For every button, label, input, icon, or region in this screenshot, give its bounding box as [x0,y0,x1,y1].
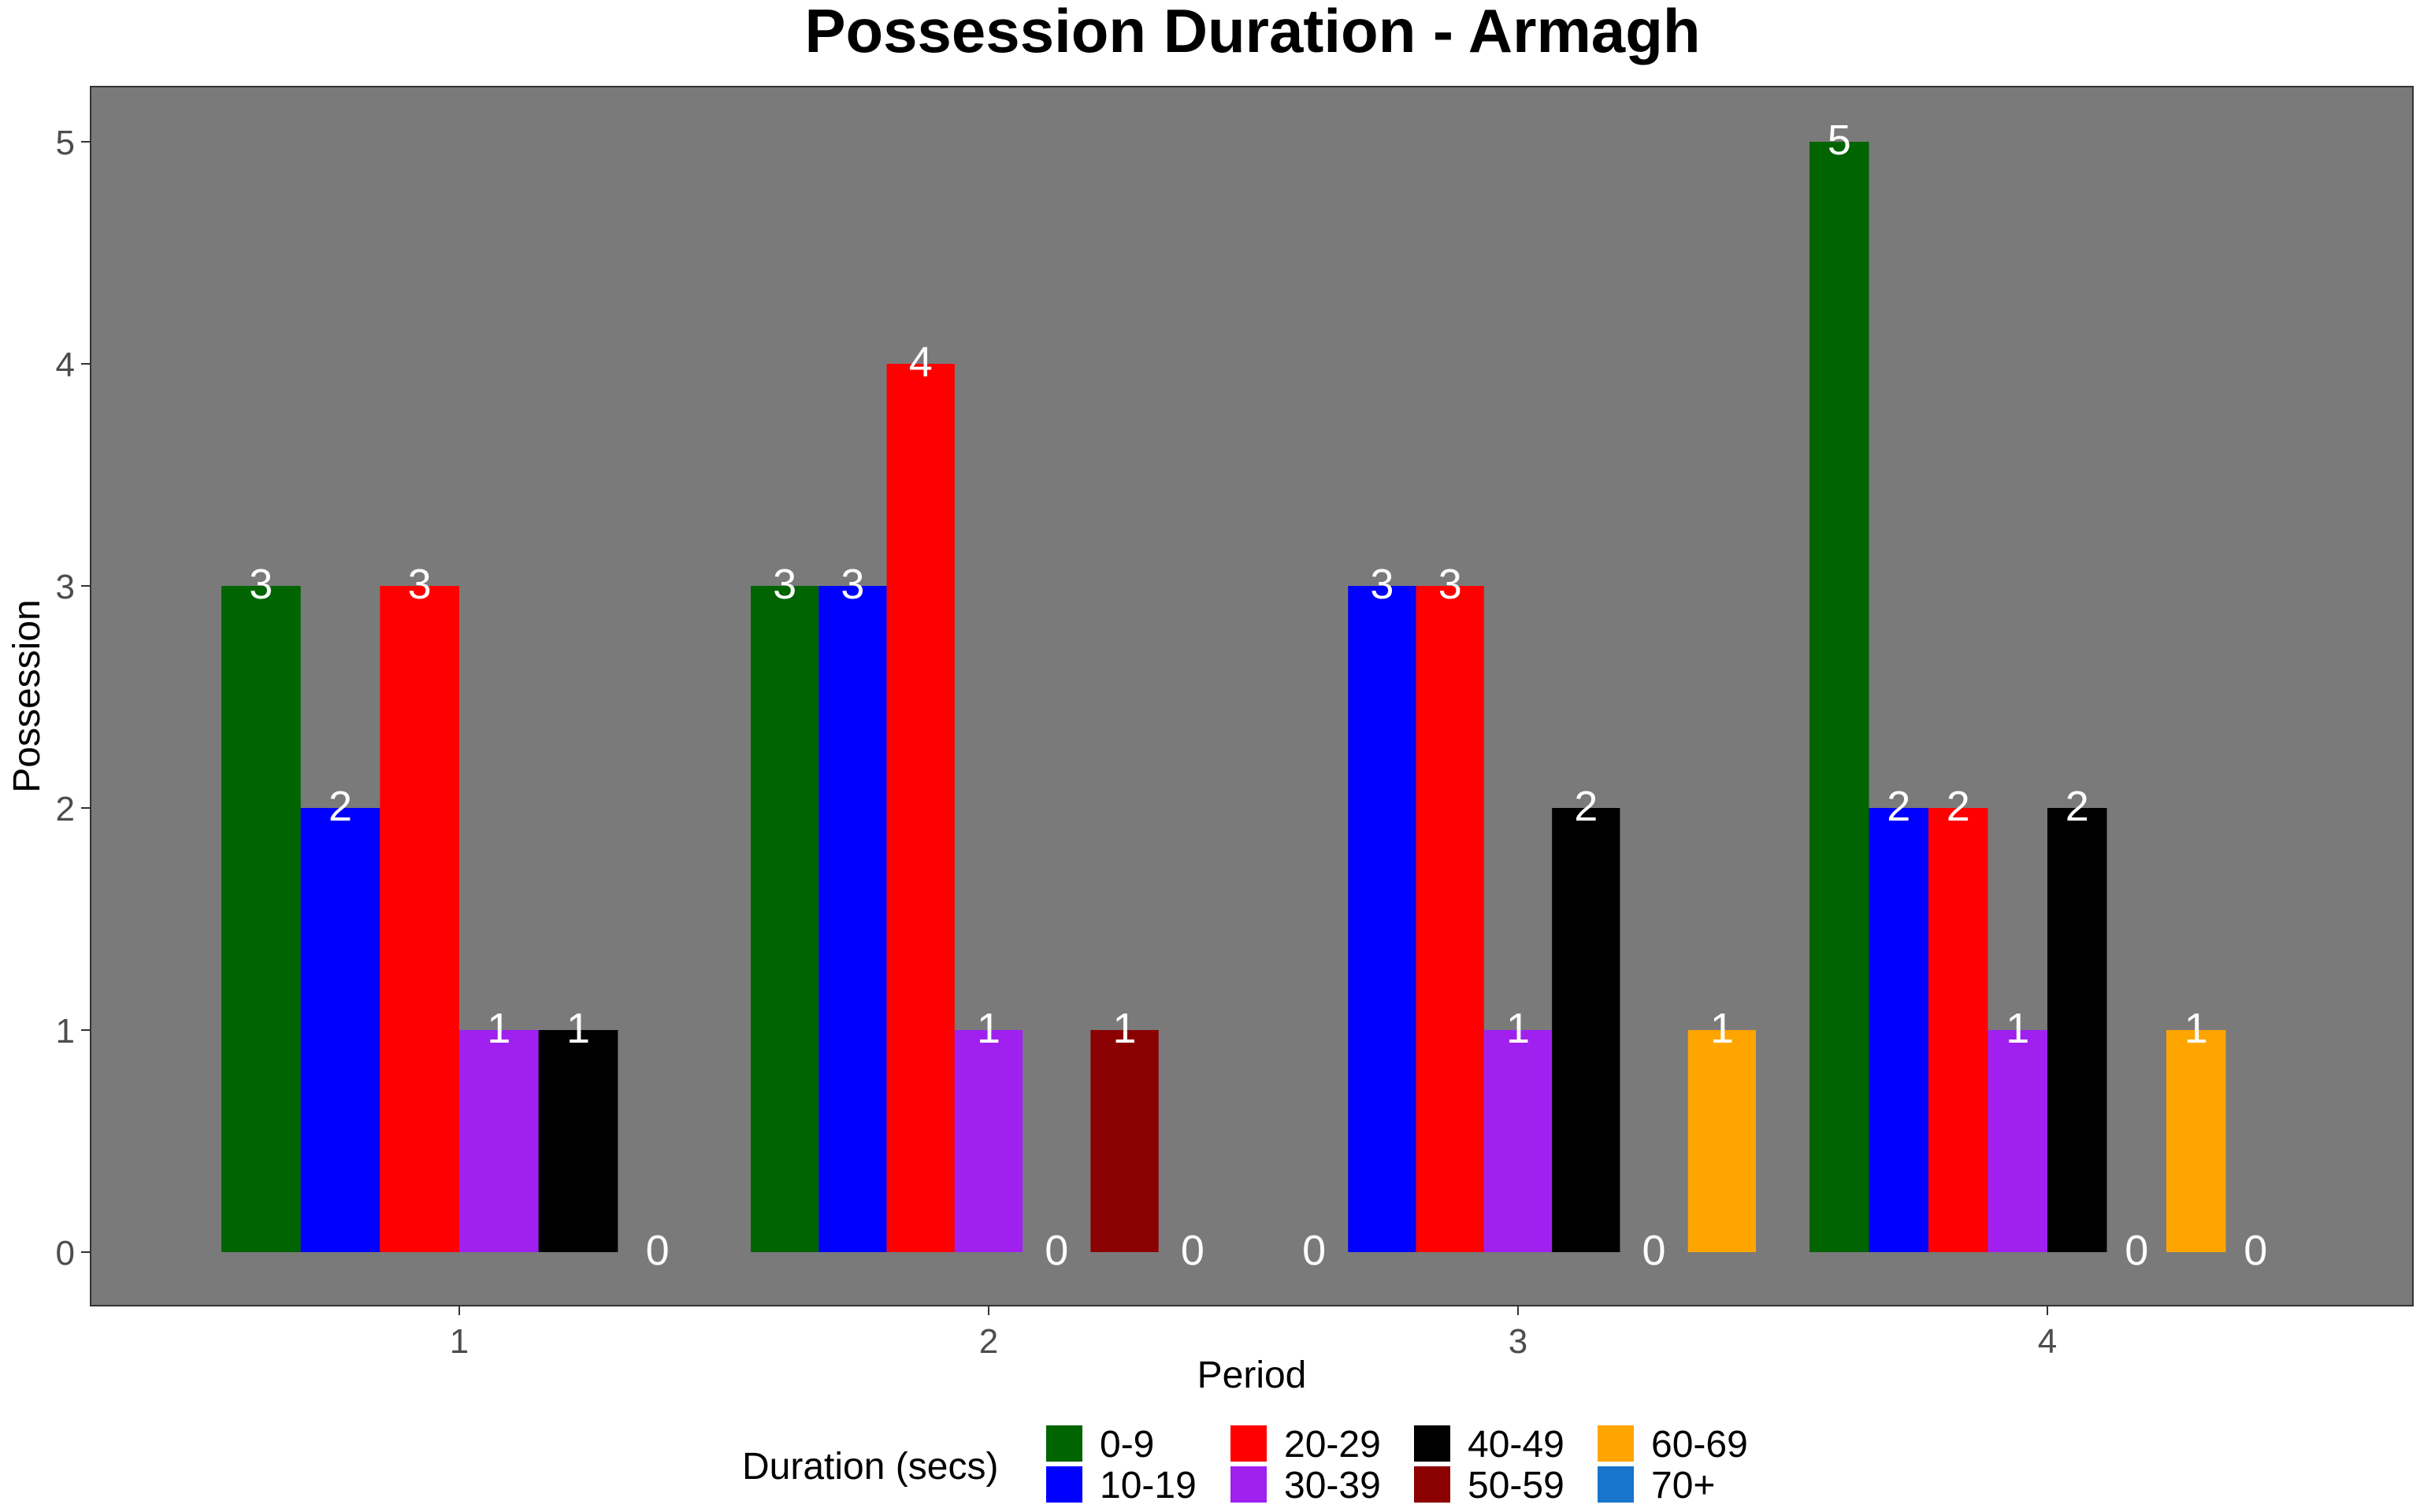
bar-period-4-60-69 [2166,1030,2226,1252]
y-tick-label-4: 4 [56,346,75,384]
legend-key-70 [1598,1466,1634,1503]
legend-label-30-39: 30-39 [1284,1465,1381,1506]
bar-period-4-30-39 [1988,1030,2047,1252]
chart-title: Possession Duration - Armagh [805,0,1701,65]
x-tick-label-3: 3 [1509,1322,1527,1361]
legend-label-50-59: 50-59 [1468,1465,1564,1506]
bar-period-1-20-29 [380,586,459,1252]
bar-label-period-1-30-39: 1 [487,1005,510,1052]
bar-label-period-1-70: 0 [646,1227,670,1274]
legend-key-20-29 [1230,1425,1267,1462]
bar-label-period-2-20-29: 4 [909,339,933,386]
x-axis-title: Period [1197,1354,1307,1396]
bar-period-1-10-19 [300,808,380,1252]
bar-period-1-30-39 [459,1030,539,1252]
x-tick-label-2: 2 [979,1322,998,1361]
y-axis-title: Possession [6,599,48,792]
bar-label-period-1-10-19: 2 [328,783,352,830]
legend-label-40-49: 40-49 [1468,1424,1564,1466]
bar-period-4-0-9 [1809,142,1869,1252]
bar-label-period-1-40-49: 1 [566,1005,590,1052]
bar-label-period-1-0-9: 3 [249,561,273,608]
bar-period-3-10-19 [1348,586,1416,1252]
legend-label-0-9: 0-9 [1100,1424,1154,1466]
bar-label-period-2-40-49: 0 [1045,1227,1068,1274]
legend-key-60-69 [1598,1425,1634,1462]
y-tick-label-2: 2 [56,790,75,828]
legend-key-30-39 [1230,1466,1267,1503]
x-tick-label-1: 1 [450,1322,469,1361]
legend-label-10-19: 10-19 [1100,1465,1197,1506]
bar-period-2-20-29 [886,364,955,1252]
bar-label-period-4-40-49: 2 [2066,783,2089,830]
bar-period-1-40-49 [538,1030,618,1252]
x-tick-label-4: 4 [2038,1322,2057,1361]
bars-layer [221,142,2226,1252]
legend-key-40-49 [1414,1425,1450,1462]
y-tick-label-3: 3 [56,568,75,606]
bar-label-period-3-60-69: 1 [1710,1005,1734,1052]
legend-title: Duration (secs) [742,1446,998,1488]
bar-label-period-3-30-39: 1 [1506,1005,1530,1052]
x-axis: 1 2 3 4 [450,1306,2057,1361]
bar-label-period-3-50-59: 0 [1642,1227,1666,1274]
legend-key-10-19 [1046,1466,1082,1503]
legend-label-70: 70+ [1651,1465,1715,1506]
bar-label-period-3-10-19: 3 [1370,561,1394,608]
bar-period-4-10-19 [1869,808,1928,1252]
bar-label-period-2-10-19: 3 [841,561,864,608]
bar-label-period-4-30-39: 1 [2006,1005,2029,1052]
bar-period-1-0-9 [221,586,301,1252]
bar-period-2-10-19 [818,586,887,1252]
bar-label-period-4-20-29: 2 [1947,783,1970,830]
bar-period-3-20-29 [1416,586,1484,1252]
legend-label-60-69: 60-69 [1651,1424,1748,1466]
bar-period-2-30-39 [954,1030,1023,1252]
y-tick-label-0: 0 [56,1234,75,1273]
bar-label-period-4-50-59: 0 [2125,1227,2148,1274]
legend-key-50-59 [1414,1466,1450,1503]
bar-label-period-4-10-19: 2 [1887,783,1910,830]
bar-label-period-3-0-9: 0 [1302,1227,1326,1274]
bar-label-period-1-20-29: 3 [408,561,432,608]
y-tick-label-1: 1 [56,1012,75,1051]
bar-period-4-40-49 [2047,808,2107,1252]
y-axis: 0 1 2 3 4 5 [56,124,91,1273]
legend-key-0-9 [1046,1425,1082,1462]
bar-period-3-30-39 [1483,1030,1553,1252]
bar-label-period-4-60-69: 1 [2184,1005,2208,1052]
bar-period-2-50-59 [1090,1030,1159,1252]
y-tick-label-5: 5 [56,124,75,162]
bar-label-period-2-30-39: 1 [977,1005,1000,1052]
bar-label-period-4-0-9: 5 [1828,117,1851,164]
bar-label-period-4-70: 0 [2244,1227,2267,1274]
bar-period-2-0-9 [751,586,819,1252]
bar-label-period-3-40-49: 2 [1574,783,1598,830]
bar-label-period-3-20-29: 3 [1438,561,1462,608]
bar-period-3-60-69 [1687,1030,1756,1252]
bar-label-period-2-50-59: 1 [1113,1005,1137,1052]
bar-label-period-2-70: 0 [1181,1227,1204,1274]
bar-label-period-2-0-9: 3 [773,561,796,608]
bar-period-4-20-29 [1928,808,1988,1252]
bar-period-3-40-49 [1552,808,1620,1252]
legend-label-20-29: 20-29 [1284,1424,1381,1466]
